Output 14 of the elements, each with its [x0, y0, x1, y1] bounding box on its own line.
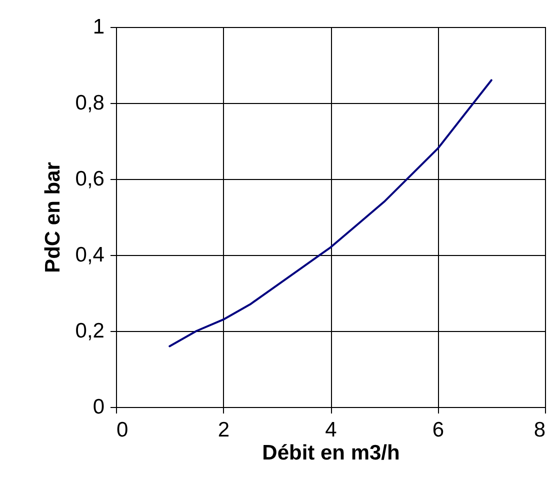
- y-tick-label: 0: [92, 396, 104, 418]
- line-series: [168, 79, 492, 348]
- x-tick-label: 0: [116, 418, 128, 442]
- y-tick-label: 0,6: [75, 168, 104, 190]
- x-tick-label: 4: [325, 418, 338, 442]
- x-axis-title: Débit en m3/h: [262, 442, 400, 464]
- x-tick-label: 2: [218, 418, 230, 442]
- y-tick-label: 0,8: [75, 92, 104, 114]
- y-tick-label: 0,4: [75, 244, 105, 266]
- y-tick-label: 1: [92, 16, 104, 38]
- x-tick-label: 8: [534, 418, 546, 442]
- y-tick-label: 0,2: [75, 320, 104, 342]
- y-axis-title: PdC en bar: [41, 162, 64, 273]
- x-tick-label: 6: [432, 418, 444, 442]
